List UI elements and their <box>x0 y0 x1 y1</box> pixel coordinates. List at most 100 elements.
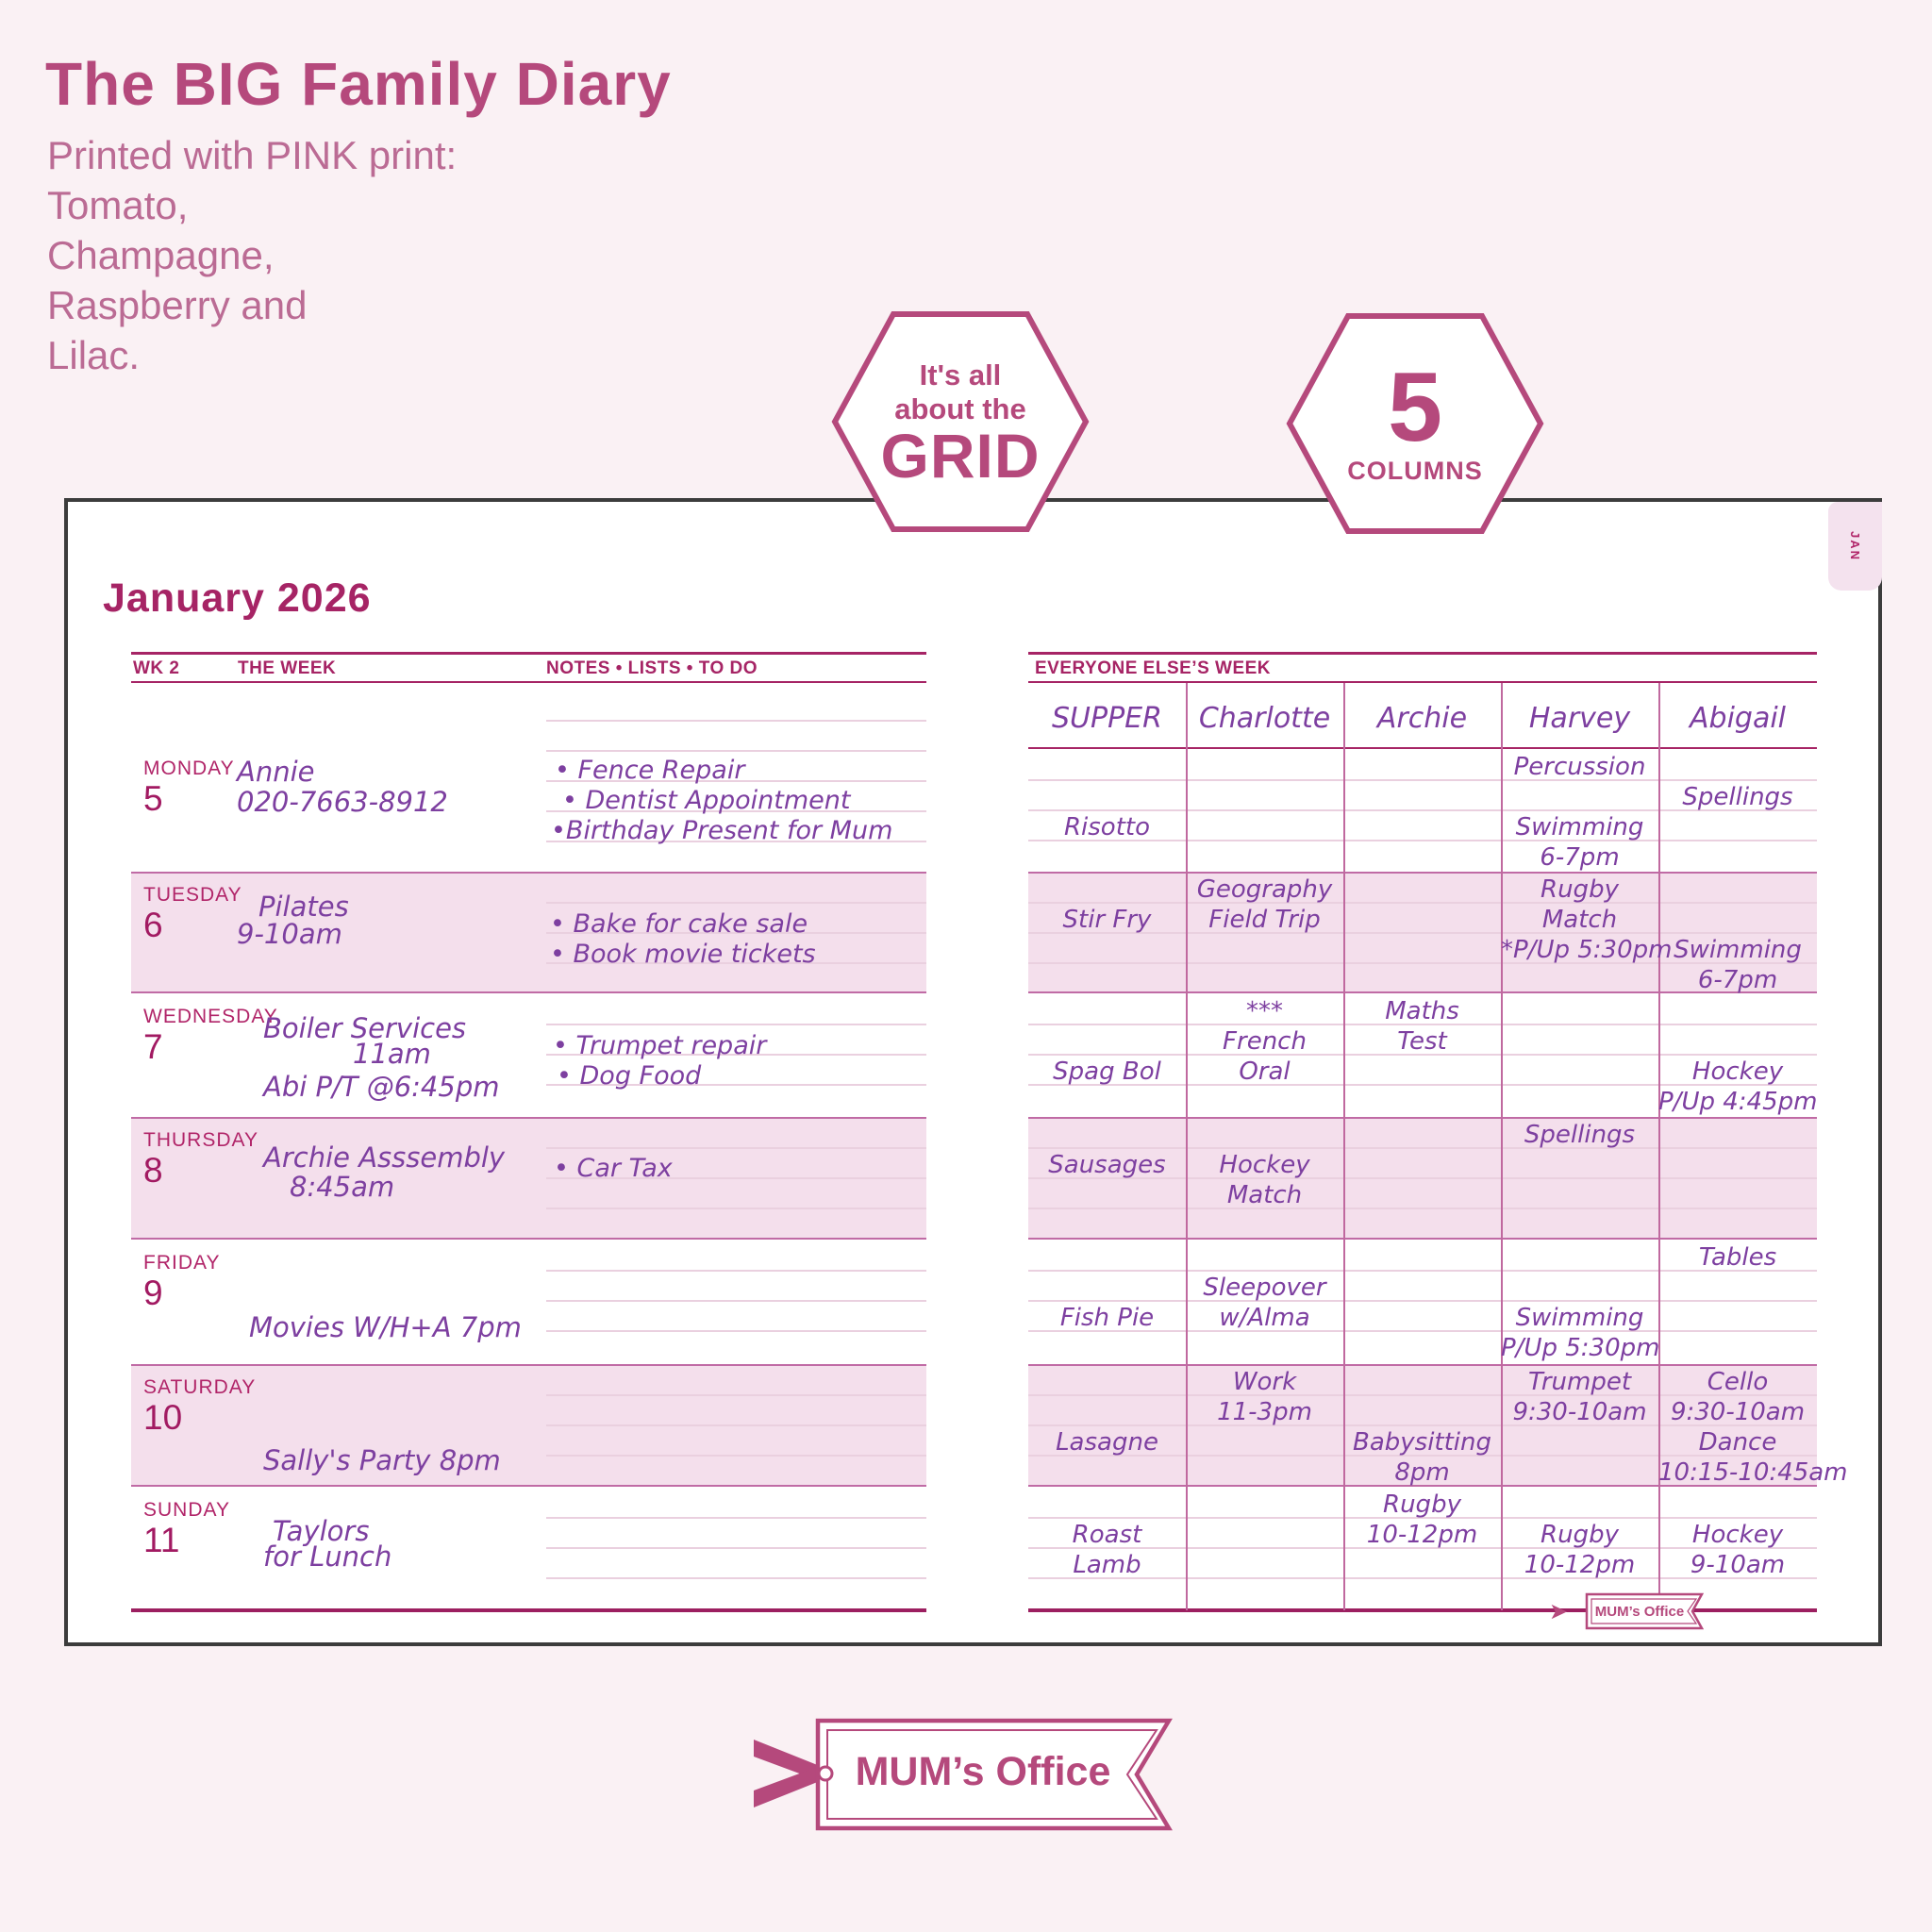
note-rule-line <box>546 1577 926 1579</box>
cell-entry-supper: Lasagne <box>1056 1428 1158 1457</box>
note-rule-line <box>546 841 926 842</box>
week-entry: Taylors <box>273 1515 370 1547</box>
tag-banner-icon <box>754 1718 1173 1831</box>
note-rule-line <box>546 1147 926 1149</box>
day-number: 7 <box>143 1027 163 1066</box>
divider-line <box>131 1608 926 1612</box>
day-label: SATURDAY <box>143 1376 257 1398</box>
cell-entry-charlotte: Oral <box>1239 1058 1291 1086</box>
cell-entry-supper: Stir Fry <box>1062 906 1152 934</box>
week-entry: Archie Asssembly <box>263 1141 506 1174</box>
cell-entry-archie: 10-12pm <box>1366 1521 1478 1549</box>
grid-rule-line <box>1028 1024 1817 1025</box>
month-tab-label: JAN <box>1848 530 1862 561</box>
cell-entry-supper: Lamb <box>1073 1551 1141 1579</box>
note-rule-line <box>546 1300 926 1302</box>
cell-entry-harvey: P/Up 5:30pm <box>1501 1334 1660 1362</box>
note-entry: • Car Tax <box>554 1154 673 1183</box>
diary-page: JAN January 2026 WK 2 THE WEEK NOTES • L… <box>64 498 1882 1646</box>
note-entry: • Dog Food <box>557 1061 702 1091</box>
column-header-harvey: Harvey <box>1528 702 1631 735</box>
day-label: MONDAY <box>143 758 235 779</box>
cell-entry-charlotte: Match <box>1226 1181 1303 1209</box>
cell-entry-harvey: Rugby <box>1541 875 1619 904</box>
grid-rule-line <box>1028 1330 1817 1332</box>
grid-rule-line <box>1028 932 1817 934</box>
note-rule-line <box>546 1054 926 1056</box>
day-number: 5 <box>143 779 163 818</box>
grid-rule-line <box>1028 1455 1817 1457</box>
cell-entry-archie: 8pm <box>1394 1458 1450 1487</box>
cell-entry-harvey: Trumpet <box>1527 1368 1632 1396</box>
column-header-abigail: Abigail <box>1690 702 1786 735</box>
day-number: 9 <box>143 1274 163 1312</box>
note-rule-line <box>546 1177 926 1179</box>
cell-entry-charlotte: Sleepover <box>1203 1274 1326 1302</box>
cell-entry-abigail: Hockey <box>1691 1521 1784 1549</box>
cell-entry-harvey: 6-7pm <box>1540 843 1620 872</box>
grid-rule-line <box>1028 962 1817 964</box>
week-entry: Movies W/H+A 7pm <box>249 1311 522 1343</box>
week-entry: Annie <box>237 756 315 788</box>
column-header-archie: Archie <box>1376 702 1468 735</box>
week-entry: 9-10am <box>237 918 342 950</box>
cell-entry-harvey: *P/Up 5:30pm <box>1501 936 1673 964</box>
cell-entry-harvey: Swimming <box>1515 1304 1644 1332</box>
day-label: THURSDAY <box>143 1129 258 1151</box>
cell-entry-abigail: 9:30-10am <box>1670 1398 1806 1426</box>
grid-rule-line <box>1028 1517 1817 1519</box>
cell-entry-charlotte: Work <box>1232 1368 1297 1396</box>
grid-rule-line <box>1028 1147 1817 1149</box>
grid-rule-line <box>1028 1577 1817 1579</box>
cell-entry-abigail: 9-10am <box>1690 1551 1786 1579</box>
columns-badge: 5 COLUMNS <box>1286 312 1544 535</box>
note-rule-line <box>546 1330 926 1332</box>
column-header-charlotte: Charlotte <box>1198 702 1331 735</box>
mums-office-logo-label: MUM’s Office <box>855 1749 1111 1794</box>
cell-entry-charlotte: Field Trip <box>1208 906 1321 934</box>
subtitle-line: Tomato, <box>47 183 189 227</box>
week-entry: for Lunch <box>263 1541 392 1573</box>
note-rule-line <box>546 1455 926 1457</box>
grid-rule-line <box>1028 1394 1817 1396</box>
grid-badge-word: GRID <box>880 421 1041 491</box>
column-divider <box>1343 683 1345 1610</box>
day-number: 8 <box>143 1151 163 1190</box>
note-entry: •Birthday Present for Mum <box>551 816 893 845</box>
cell-entry-archie: Test <box>1397 1027 1447 1056</box>
note-entry: • Fence Repair <box>555 756 745 785</box>
subtitle-line: Raspberry and <box>47 283 308 327</box>
week-entry: 8:45am <box>290 1171 395 1203</box>
note-rule-line <box>546 1547 926 1549</box>
cell-entry-abigail: Swimming <box>1674 936 1802 964</box>
subtitle-line: Lilac. <box>47 333 141 377</box>
note-rule-line <box>546 810 926 812</box>
grid-rule-line <box>1028 779 1817 781</box>
divider-line <box>1028 681 1817 683</box>
cell-entry-supper: Roast <box>1072 1521 1142 1549</box>
tag-banner-icon <box>1585 1592 1704 1630</box>
grid-rule-line <box>1028 1270 1817 1272</box>
week-entry: Abi P/T @6:45pm <box>263 1071 500 1103</box>
column-divider <box>1186 683 1188 1610</box>
note-rule-line <box>546 932 926 934</box>
divider-line <box>1028 747 1817 749</box>
cell-entry-supper: Spag Bol <box>1053 1058 1161 1086</box>
note-rule-line <box>546 1084 926 1086</box>
grid-rule-line <box>1028 1300 1817 1302</box>
day-number: 10 <box>143 1398 183 1437</box>
columns-badge-number: 5 <box>1388 352 1442 462</box>
grid-rule-line <box>1028 902 1817 904</box>
cell-entry-supper: Risotto <box>1063 813 1151 841</box>
note-entry: • Book movie tickets <box>550 940 816 969</box>
grid-rule-line <box>1028 1208 1817 1209</box>
subtitle: Printed with PINK print: Tomato, Champagne… <box>47 130 457 380</box>
the-week-column-header: THE WEEK <box>238 658 337 678</box>
grid-badge-line1: It's all <box>919 358 1002 391</box>
mums-office-small-tag: MUM’s Office <box>1585 1592 1704 1630</box>
note-entry: • Trumpet repair <box>553 1031 767 1060</box>
grid-rule-line <box>1028 840 1817 841</box>
week-entry: Boiler Services <box>263 1012 467 1044</box>
day-number: 11 <box>143 1521 180 1559</box>
